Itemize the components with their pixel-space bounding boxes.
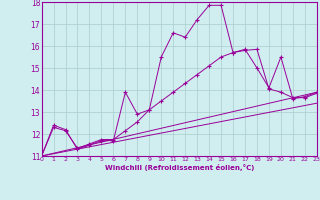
X-axis label: Windchill (Refroidissement éolien,°C): Windchill (Refroidissement éolien,°C) — [105, 164, 254, 171]
